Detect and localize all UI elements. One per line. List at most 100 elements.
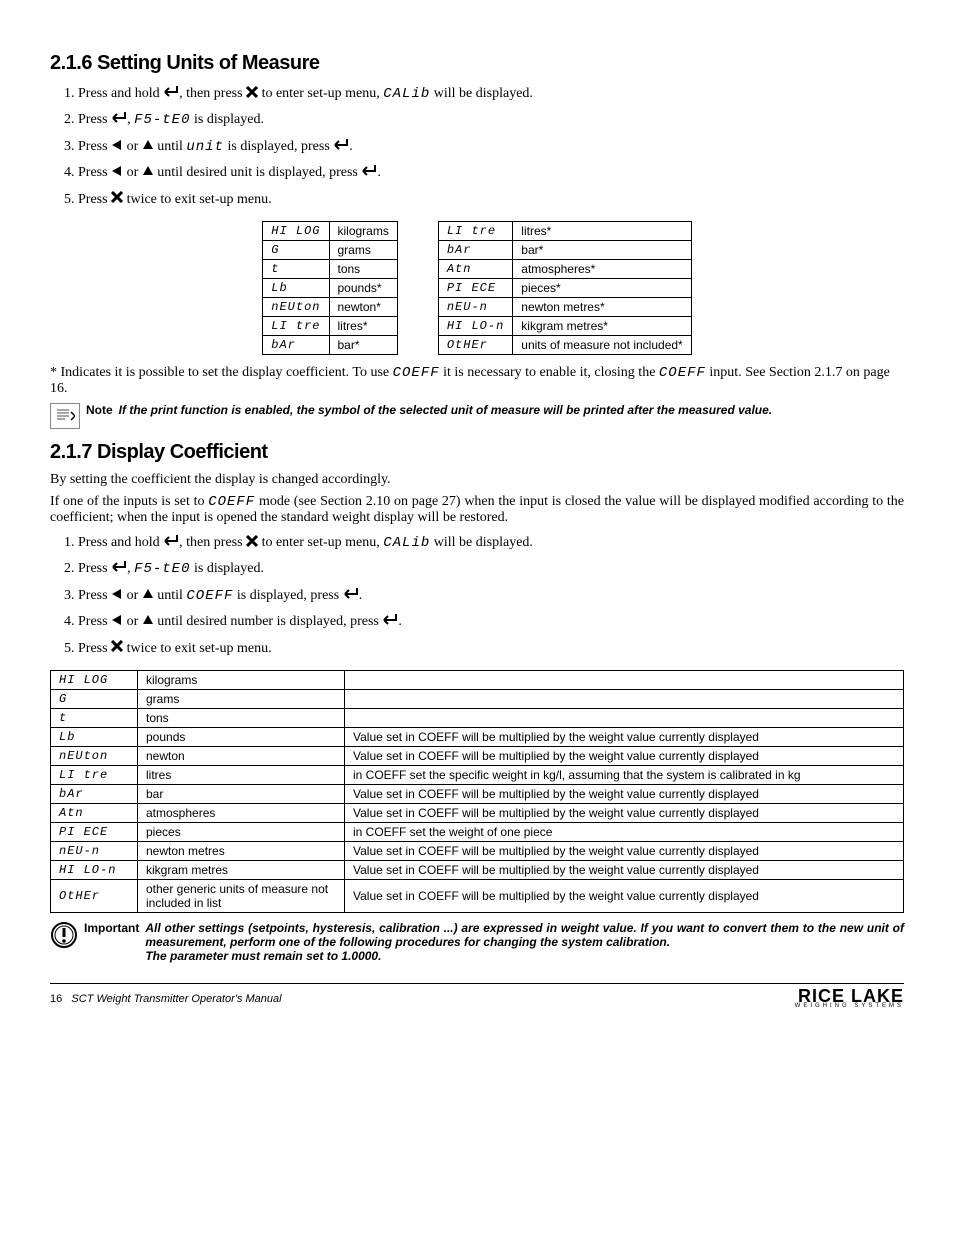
units-table-right: LI trelitres*bArbar*Atnatmospheres*PI EC… xyxy=(438,221,692,355)
step: Press twice to exit set-up menu. xyxy=(78,638,904,660)
cell: grams xyxy=(329,240,397,259)
rice-lake-logo: RICE LAKE WEIGHING SYSTEMS xyxy=(795,988,904,1010)
cell: bar* xyxy=(329,335,397,354)
cell: litres* xyxy=(329,316,397,335)
enter-icon xyxy=(361,165,377,181)
enter-icon xyxy=(111,112,127,128)
table-row: nEU-nnewton metresValue set in COEFF wil… xyxy=(51,841,904,860)
cell: Value set in COEFF will be multiplied by… xyxy=(345,879,904,912)
enter-icon xyxy=(382,614,398,630)
steps-217: Press and hold , then press to enter set… xyxy=(78,532,904,660)
cell: Atn xyxy=(438,259,512,278)
table-row: HI LO-nkikgram metresValue set in COEFF … xyxy=(51,860,904,879)
cell: newton metres* xyxy=(513,297,691,316)
para-217-2: If one of the inputs is set to COEFF mod… xyxy=(50,494,904,526)
important-text: All other settings (setpoints, hysteresi… xyxy=(145,921,904,963)
para-217-1: By setting the coefficient the display i… xyxy=(50,472,904,488)
cell: newton* xyxy=(329,297,397,316)
important-label: Important xyxy=(84,921,139,935)
logo-sub: WEIGHING SYSTEMS xyxy=(795,1004,904,1009)
table-row: HI LO-nkikgram metres* xyxy=(438,316,691,335)
heading-217: 2.1.7 Display Coefficient xyxy=(50,441,904,464)
text: If one of the inputs is set to xyxy=(50,494,208,509)
table-row: AtnatmospheresValue set in COEFF will be… xyxy=(51,803,904,822)
cell: Lb xyxy=(263,278,329,297)
table-row: OtHErother generic units of measure not … xyxy=(51,879,904,912)
cell: HI LO-n xyxy=(438,316,512,335)
cell: PI ECE xyxy=(51,822,138,841)
cell: pieces xyxy=(138,822,345,841)
steps-216: Press and hold , then press to enter set… xyxy=(78,83,904,211)
cell: Lb xyxy=(51,727,138,746)
x-icon xyxy=(246,86,258,102)
cell: HI LOG xyxy=(263,221,329,240)
cell: Atn xyxy=(51,803,138,822)
cell: t xyxy=(263,259,329,278)
note-text: If the print function is enabled, the sy… xyxy=(119,403,904,417)
table-row: nEUtonnewtonValue set in COEFF will be m… xyxy=(51,746,904,765)
step: Press twice to exit set-up menu. xyxy=(78,189,904,211)
x-icon xyxy=(111,191,123,207)
table-row: Lbpounds* xyxy=(263,278,398,297)
table-row: ttons xyxy=(263,259,398,278)
table-row: nEU-nnewton metres* xyxy=(438,297,691,316)
step: Press or until unit is displayed, press … xyxy=(78,136,904,158)
enter-icon xyxy=(111,561,127,577)
cell: atmospheres xyxy=(138,803,345,822)
cell: nEUton xyxy=(263,297,329,316)
cell: LI tre xyxy=(438,221,512,240)
up-icon xyxy=(142,588,154,604)
cell: bAr xyxy=(438,240,512,259)
coeff-table: HI LOGkilogramsGgramsttonsLbpoundsValue … xyxy=(50,670,904,913)
cell: OtHEr xyxy=(438,335,512,354)
table-row: ttons xyxy=(51,708,904,727)
cell: Value set in COEFF will be multiplied by… xyxy=(345,746,904,765)
text: * Indicates it is possible to set the di… xyxy=(50,365,393,380)
cell: pounds xyxy=(138,727,345,746)
text: it is necessary to enable it, closing th… xyxy=(443,365,659,380)
cell: tons xyxy=(138,708,345,727)
note-block: Note If the print function is enabled, t… xyxy=(50,403,904,429)
cell: litres xyxy=(138,765,345,784)
important-icon xyxy=(50,921,78,949)
cell: other generic units of measure not inclu… xyxy=(138,879,345,912)
table-row: LI trelitresin COEFF set the specific we… xyxy=(51,765,904,784)
cell: G xyxy=(51,689,138,708)
table-row: LbpoundsValue set in COEFF will be multi… xyxy=(51,727,904,746)
table-row: OtHErunits of measure not included* xyxy=(438,335,691,354)
units-table-left: HI LOGkilogramsGgramsttonsLbpounds*nEUto… xyxy=(262,221,398,355)
cell: OtHEr xyxy=(51,879,138,912)
enter-icon xyxy=(163,535,179,551)
cell: litres* xyxy=(513,221,691,240)
cell: Value set in COEFF will be multiplied by… xyxy=(345,860,904,879)
enter-icon xyxy=(343,588,359,604)
x-icon xyxy=(246,535,258,551)
cell: G xyxy=(263,240,329,259)
left-icon xyxy=(111,139,123,155)
heading-216: 2.1.6 Setting Units of Measure xyxy=(50,52,904,75)
doc-title: SCT Weight Transmitter Operator's Manual xyxy=(71,993,281,1005)
up-icon xyxy=(142,165,154,181)
enter-icon xyxy=(333,139,349,155)
important-block: Important All other settings (setpoints,… xyxy=(50,921,904,963)
page-number: 16 xyxy=(50,993,62,1005)
table-row: PI ECEpiecesin COEFF set the weight of o… xyxy=(51,822,904,841)
cell: kikgram metres* xyxy=(513,316,691,335)
cell: in COEFF set the weight of one piece xyxy=(345,822,904,841)
cell: kilograms xyxy=(138,670,345,689)
cell: bAr xyxy=(51,784,138,803)
cell: pounds* xyxy=(329,278,397,297)
cell: newton metres xyxy=(138,841,345,860)
step: Press or until COEFF is displayed, press… xyxy=(78,585,904,607)
cell: newton xyxy=(138,746,345,765)
units-tables: HI LOGkilogramsGgramsttonsLbpounds*nEUto… xyxy=(50,221,904,355)
cell: pieces* xyxy=(513,278,691,297)
table-row: Ggrams xyxy=(263,240,398,259)
text: All other settings (setpoints, hysteresi… xyxy=(145,921,904,949)
table-row: Atnatmospheres* xyxy=(438,259,691,278)
seg-coeff: COEFF xyxy=(659,365,706,381)
cell: nEUton xyxy=(51,746,138,765)
cell: HI LOG xyxy=(51,670,138,689)
cell: Value set in COEFF will be multiplied by… xyxy=(345,784,904,803)
cell: nEU-n xyxy=(438,297,512,316)
